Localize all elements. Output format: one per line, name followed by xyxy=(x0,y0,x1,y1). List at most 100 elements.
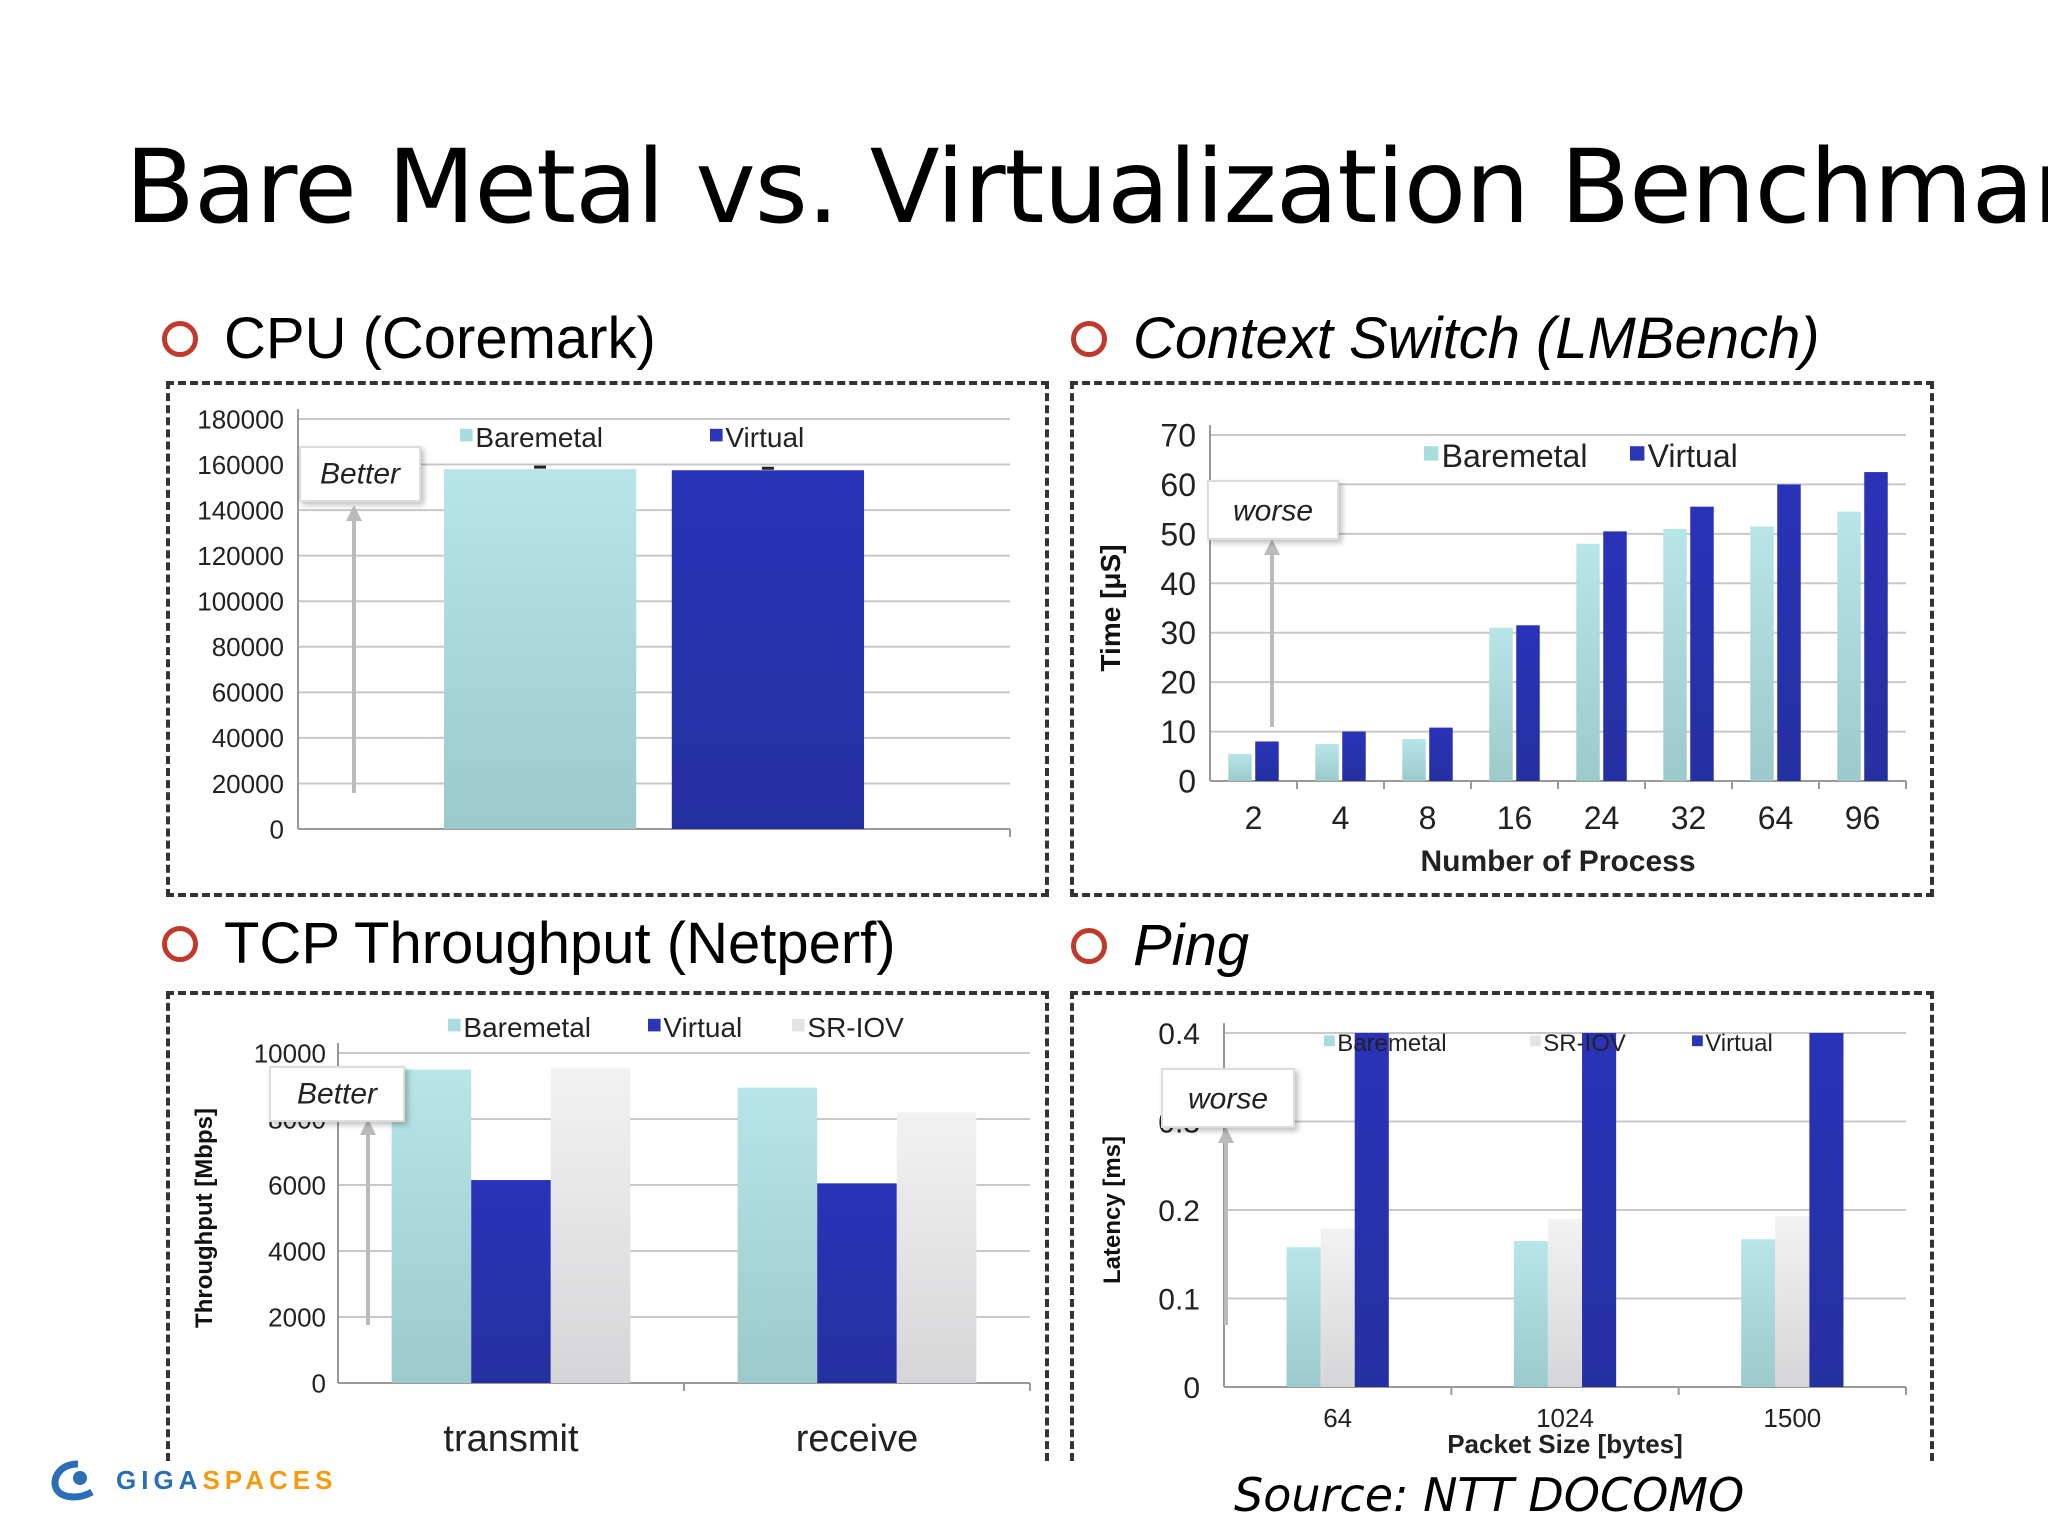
bar-virtual xyxy=(1342,731,1366,781)
legend-label: SR-IOV xyxy=(807,1012,904,1043)
bar-virtual xyxy=(1864,472,1888,781)
y-tick-label: 40000 xyxy=(212,723,284,753)
cpu-chart: 0 20000 40000 60000 80000 100000 120000 140000 1… xyxy=(197,404,1011,844)
x-category-label: 16 xyxy=(1497,800,1533,836)
y-tick-label: 10 xyxy=(1160,714,1196,750)
legend-label: Virtual xyxy=(725,422,804,453)
x-category-label: 96 xyxy=(1845,800,1881,836)
legend-label: Baremetal xyxy=(1442,438,1588,474)
cpu-title-text: CPU (Coremark) xyxy=(224,306,656,371)
logo-text-main: GIGA xyxy=(116,1464,203,1495)
bar-virtual xyxy=(471,1180,551,1383)
annotation-box xyxy=(299,446,421,502)
bar-virtual xyxy=(671,470,865,829)
ping-panel-title: Ping xyxy=(1071,912,1249,979)
bar-baremetal xyxy=(1228,753,1252,781)
y-tick-label: 2000 xyxy=(268,1302,326,1332)
y-tick-label: 0.2 xyxy=(1158,1195,1200,1228)
legend-swatch xyxy=(710,428,723,442)
legend-swatch xyxy=(1324,1035,1335,1047)
bar-baremetal xyxy=(1402,738,1426,781)
y-tick-label: 6000 xyxy=(268,1170,326,1200)
y-tick-label: 160000 xyxy=(197,450,284,480)
cpu-panel-title: CPU (Coremark) xyxy=(162,305,656,372)
legend-swatch xyxy=(460,428,473,442)
annotation-box xyxy=(1161,1068,1295,1128)
bar-virtual xyxy=(1516,625,1540,781)
y-tick-label: 120000 xyxy=(197,541,284,571)
y-tick-label: 0.4 xyxy=(1158,1018,1200,1051)
ping-title-text: Ping xyxy=(1133,913,1250,978)
source-note: Source: NTT DOCOMO xyxy=(1234,1468,1745,1522)
y-tick-label: 80000 xyxy=(212,632,284,662)
bar-virtual xyxy=(1582,1033,1617,1387)
bar-sr-iov xyxy=(550,1067,631,1383)
annotation-label: Better xyxy=(297,1078,378,1111)
context-title-text: Context Switch (LMBench) xyxy=(1133,306,1820,371)
x-category-label: 1500 xyxy=(1763,1403,1821,1433)
bar-baremetal xyxy=(737,1087,818,1383)
y-tick-label: 180000 xyxy=(197,404,284,434)
bar-baremetal xyxy=(1663,528,1687,781)
y-tick-label: 140000 xyxy=(197,495,284,525)
bar-virtual xyxy=(1809,1033,1844,1387)
x-category-label: 64 xyxy=(1323,1403,1352,1433)
x-category-label: 8 xyxy=(1419,800,1437,836)
tcp-title-text: TCP Throughput (Netperf) xyxy=(224,911,896,976)
bar-baremetal xyxy=(1286,1247,1321,1387)
legend-swatch xyxy=(1530,1035,1541,1047)
y-tick-label: 20000 xyxy=(212,769,284,799)
x-category-label: 1024 xyxy=(1536,1403,1594,1433)
y-tick-label: 0 xyxy=(270,814,284,844)
bar-sr-iov xyxy=(896,1112,977,1383)
y-tick-label: 70 xyxy=(1160,418,1196,454)
bar-sr-iov xyxy=(1775,1216,1810,1387)
y-tick-label: 0.1 xyxy=(1158,1283,1200,1316)
legend-swatch xyxy=(792,1018,805,1032)
annotation-box xyxy=(1207,480,1339,540)
legend-swatch xyxy=(1692,1035,1703,1047)
y-tick-label: 60 xyxy=(1160,467,1196,503)
bar-virtual xyxy=(1354,1033,1389,1387)
x-category-label: 4 xyxy=(1332,800,1350,836)
y-tick-label: 4000 xyxy=(268,1236,326,1266)
bar-baremetal xyxy=(1576,543,1600,781)
annotation-label: worse xyxy=(1233,494,1313,527)
bar-baremetal xyxy=(1750,526,1774,781)
bar-baremetal xyxy=(1837,511,1861,781)
tcp-panel-title: TCP Throughput (Netperf) xyxy=(162,910,896,977)
bullet-icon xyxy=(162,320,198,357)
bar-sr-iov xyxy=(1320,1228,1355,1387)
arrow-up-icon xyxy=(346,505,362,521)
y-axis-label: Throughput [Mbps] xyxy=(191,1108,218,1328)
bar-baremetal xyxy=(1741,1239,1776,1387)
bullet-icon xyxy=(1071,927,1107,964)
x-category-label: transmit xyxy=(443,1418,579,1460)
context-chart-panel: 0 10 20 30 40 50 60 70 2 4 8 16 24 32 64 96 Baremetal Vir… xyxy=(1070,381,1934,897)
legend-label: SR-IOV xyxy=(1543,1030,1626,1057)
legend-label: Virtual xyxy=(1705,1030,1773,1057)
y-tick-label: 100000 xyxy=(197,587,284,617)
bar-baremetal xyxy=(1513,1240,1548,1387)
x-category-label: receive xyxy=(796,1418,919,1460)
legend-label: Virtual xyxy=(663,1012,742,1043)
bar-virtual xyxy=(1777,484,1801,781)
bar-virtual xyxy=(817,1183,897,1383)
tcp-chart: 0200040006000800010000transmitreceiveBar… xyxy=(191,1012,1031,1460)
tcp-chart-panel: 0200040006000800010000transmitreceiveBar… xyxy=(166,991,1049,1461)
x-category-label: 2 xyxy=(1245,800,1263,836)
y-tick-label: 40 xyxy=(1160,566,1196,602)
x-axis-label: Packet Size [bytes] xyxy=(1447,1429,1683,1459)
annotation-box xyxy=(269,1066,405,1122)
legend-label: Baremetal xyxy=(475,422,603,453)
bar-virtual xyxy=(1603,531,1627,781)
bar-virtual xyxy=(1429,727,1453,781)
gigaspaces-logo: GIGASPACES xyxy=(48,1456,337,1504)
x-category-label: 24 xyxy=(1584,800,1620,836)
legend-swatch xyxy=(648,1018,661,1032)
logo-text-accent: SPACES xyxy=(202,1464,338,1495)
annotation-label: Better xyxy=(320,458,401,491)
legend-swatch xyxy=(1424,446,1439,461)
y-axis-label: Latency [ms] xyxy=(1099,1136,1126,1284)
